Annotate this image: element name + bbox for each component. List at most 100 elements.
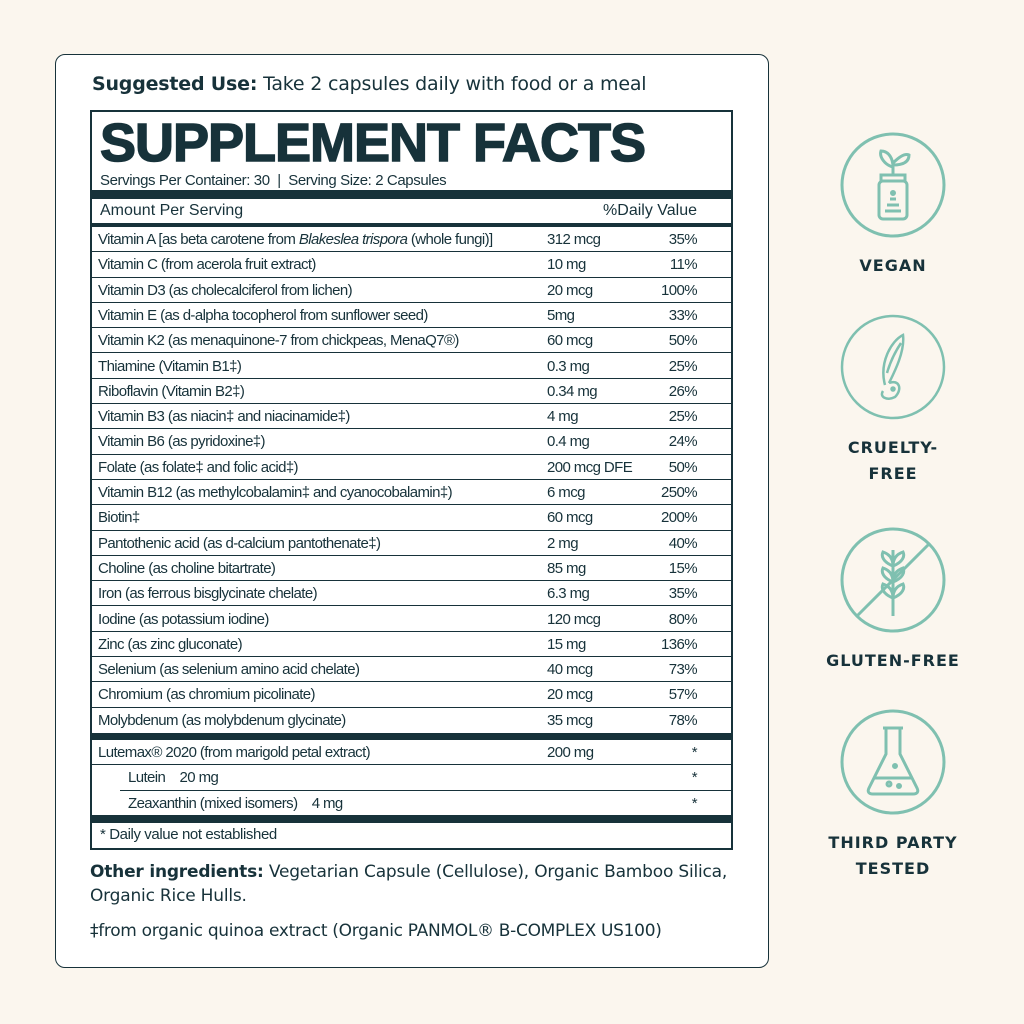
nutrient-daily-value: 78% — [668, 711, 698, 729]
nutrient-daily-value: 200% — [661, 509, 698, 527]
divider — [92, 815, 731, 823]
nutrient-row: Molybdenum (as molybdenum glycinate) 35 m… — [92, 708, 731, 733]
header-daily-value: %Daily Value — [603, 202, 697, 219]
nutrient-row: Vitamin A [as beta carotene from Blakesl… — [92, 227, 731, 253]
badge-third-party-tested: THIRD PARTY TESTED — [813, 708, 973, 882]
nutrient-name-text: Folate (as folate‡ and folic acid‡) — [98, 458, 299, 476]
other-ingredients-label: Other ingredients: — [90, 862, 264, 882]
nutrient-name: Riboflavin (Vitamin B2‡) — [98, 382, 245, 400]
nutrient-amount: 2 mg — [547, 534, 579, 552]
ingredient-name: Lutemax® 2020 (from marigold petal extra… — [98, 744, 371, 761]
nutrient-name-text: Vitamin A [as beta carotene from — [98, 231, 299, 248]
ingredient-name: Lutein 20 mg — [128, 769, 219, 787]
badge-label: CRUELTY- FREE — [813, 435, 973, 487]
nutrient-amount: 35 mcg — [547, 711, 593, 729]
badge-cruelty-free: CRUELTY- FREE — [813, 313, 973, 487]
nutrient-name-post: (whole fungi)] — [407, 231, 493, 248]
nutrient-name-text: Chromium (as chromium picolinate) — [98, 686, 316, 704]
flask-icon — [840, 709, 946, 815]
nutrient-amount: 120 mcg — [547, 610, 601, 628]
nutrient-amount: 200 mcg DFE — [547, 458, 633, 476]
suggested-use-text: Take 2 capsules daily with food or a mea… — [263, 73, 647, 95]
nutrient-name-text: Iodine (as potassium iodine) — [98, 610, 269, 628]
nutrient-amount: 0.4 mg — [547, 433, 590, 451]
nutrient-amount: 20 mcg — [547, 686, 593, 704]
nutrient-daily-value: 24% — [668, 433, 698, 451]
nutrient-name: Vitamin E (as d-alpha tocopherol from su… — [98, 307, 428, 324]
nutrient-name-text: Biotin‡ — [98, 509, 140, 527]
nutrient-name-text: Vitamin B12 (as methylcobalamin‡ and cya… — [98, 484, 453, 501]
nutrient-name: Choline (as choline bitartrate) — [98, 559, 276, 577]
facts-title: SUPPLEMENT FACTS — [99, 113, 647, 173]
badge-gluten-free: GLUTEN-FREE — [813, 526, 973, 674]
nutrient-daily-value: 100% — [661, 281, 698, 299]
nutrient-amount: 20 mcg — [547, 281, 593, 299]
nutrient-row: Iron (as ferrous bisglycinate chelate) 6.… — [92, 581, 731, 607]
divider — [92, 733, 731, 740]
table-header: Amount Per Serving %Daily Value — [92, 199, 731, 223]
nutrient-name-text: Iron (as ferrous bisglycinate chelate) — [98, 585, 318, 603]
nutrient-amount: 60 mcg — [547, 332, 593, 350]
nutrient-row: Vitamin B6 (as pyridoxine‡) 0.4 mg 24% — [92, 429, 731, 455]
ingredient-name: Zeaxanthin (mixed isomers) 4 mg — [128, 794, 343, 812]
suggested-use-label: Suggested Use: — [92, 73, 258, 95]
header-amount: Amount Per Serving — [100, 202, 244, 219]
nutrient-name: Iodine (as potassium iodine) — [98, 611, 269, 628]
nutrient-name-text: Riboflavin (Vitamin B2‡) — [98, 382, 245, 400]
nutrient-name: Thiamine (Vitamin B1‡) — [98, 357, 242, 375]
nutrient-daily-value: 35% — [668, 231, 698, 248]
nutrient-row: Vitamin K2 (as menaquinone-7 from chickp… — [92, 328, 731, 354]
nutrient-daily-value: 250% — [661, 484, 698, 501]
footnote: * Daily value not established — [100, 826, 277, 843]
badge-label-line1: THIRD PARTY — [828, 833, 958, 852]
nutrient-name: Vitamin C (from acerola fruit extract) — [98, 256, 316, 273]
nutrient-name-text: Choline (as choline bitartrate) — [98, 559, 276, 577]
nutrient-row: Vitamin C (from acerola fruit extract) 10… — [92, 252, 731, 278]
servings-info: Servings Per Container: 30 | Serving Siz… — [100, 172, 447, 189]
nutrient-row: Vitamin E (as d-alpha tocopherol from su… — [92, 303, 731, 329]
nutrient-row: Vitamin B12 (as methylcobalamin‡ and cya… — [92, 480, 731, 506]
nutrient-row: Vitamin D3 (as cholecalciferol from lich… — [92, 278, 731, 303]
nutrient-daily-value: 136% — [661, 635, 698, 653]
other-ingredients-text: Vegetarian Capsule (Cellulose), Organic … — [90, 862, 728, 906]
nutrient-row: Biotin‡ 60 mcg 200% — [92, 505, 731, 531]
nutrient-daily-value: 50% — [668, 332, 698, 350]
nutrient-name: Biotin‡ — [98, 509, 140, 526]
nutrient-amount: 0.34 mg — [547, 382, 598, 400]
nutrient-daily-value: 50% — [668, 458, 698, 476]
nutrient-name: Vitamin B6 (as pyridoxine‡) — [98, 433, 266, 450]
nutrient-amount: 5mg — [547, 306, 575, 324]
nutrient-row: Chromium (as chromium picolinate) 20 mcg 5… — [92, 682, 731, 708]
nutrient-daily-value: 57% — [668, 686, 698, 704]
ingredient-daily-value: * — [691, 794, 698, 812]
ingredient-daily-value: * — [691, 769, 698, 787]
nutrient-name-text: Vitamin K2 (as menaquinone-7 from chickp… — [98, 332, 459, 350]
badge-label: GLUTEN-FREE — [826, 651, 960, 670]
nutrient-name-italic: Blakeslea trispora — [298, 231, 408, 248]
nutrient-rows: Vitamin A [as beta carotene from Blakesl… — [92, 227, 731, 733]
nutrient-name: Vitamin K2 (as menaquinone-7 from chickp… — [98, 332, 459, 349]
nutrient-name-text: Vitamin C (from acerola fruit extract) — [98, 256, 316, 274]
nutrient-name: Vitamin D3 (as cholecalciferol from lich… — [98, 282, 353, 299]
nutrient-name: Iron (as ferrous bisglycinate chelate) — [98, 585, 318, 603]
dagger-note: ‡from organic quinoa extract (Organic PA… — [90, 921, 662, 941]
nutrient-name-text: Vitamin B3 (as niacin‡ and niacinamide‡) — [98, 408, 350, 426]
badge-label-line2: TESTED — [855, 859, 931, 878]
lutemax-row: Lutein 20 mg * — [120, 765, 731, 791]
nutrient-row: Folate (as folate‡ and folic acid‡) 200 m… — [92, 455, 731, 480]
supplement-facts-panel: SUPPLEMENT FACTS Servings Per Container:… — [90, 110, 733, 850]
nutrient-amount: 15 mg — [547, 635, 586, 653]
badge-label-line1: CRUELTY- — [847, 438, 939, 457]
nutrient-row: Zinc (as zinc gluconate) 15 mg 136% — [92, 632, 731, 658]
nutrient-amount: 40 mcg — [547, 661, 593, 679]
nutrient-name-text: Thiamine (Vitamin B1‡) — [98, 357, 242, 375]
nutrient-row: Riboflavin (Vitamin B2‡) 0.34 mg 26% — [92, 379, 731, 405]
nutrient-name: Vitamin B12 (as methylcobalamin‡ and cya… — [98, 484, 453, 501]
badge-vegan: VEGAN — [813, 131, 973, 279]
other-ingredients: Other ingredients: Vegetarian Capsule (C… — [90, 860, 740, 908]
plant-jar-icon — [840, 132, 946, 238]
lutemax-row: Lutemax® 2020 (from marigold petal extra… — [92, 740, 731, 766]
nutrient-amount: 0.3 mg — [547, 357, 590, 375]
nutrient-amount: 6.3 mg — [547, 585, 590, 603]
ingredient-daily-value: * — [691, 744, 698, 761]
